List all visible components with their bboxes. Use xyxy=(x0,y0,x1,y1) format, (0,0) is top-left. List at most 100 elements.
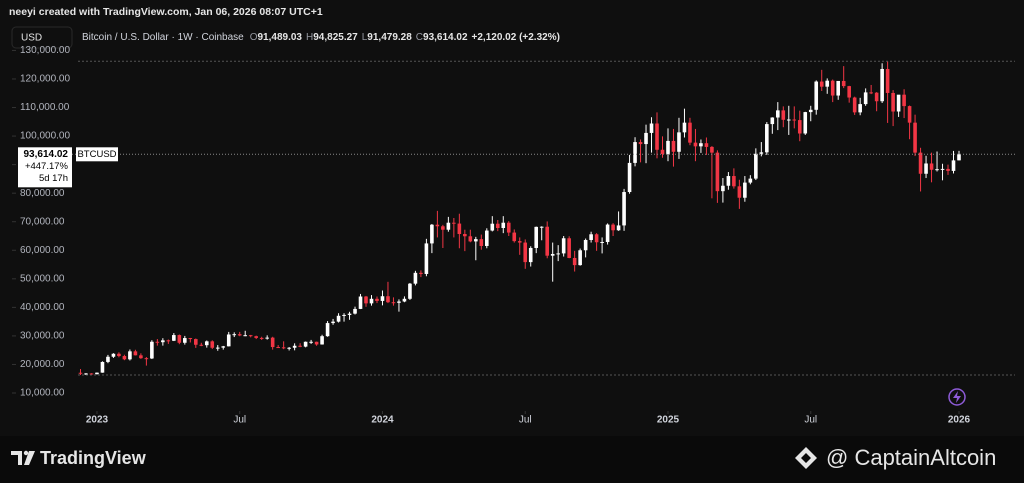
candle-body xyxy=(929,163,934,170)
candle-body xyxy=(765,124,769,153)
candle-body xyxy=(166,340,171,342)
ohlc-key: C xyxy=(416,32,423,43)
candle-body xyxy=(424,243,429,274)
candle-body xyxy=(545,226,549,256)
y-tick-label: 40,000.00 xyxy=(20,302,65,313)
candle-body xyxy=(408,283,412,299)
candle-body xyxy=(748,178,753,183)
candle-body xyxy=(710,146,714,153)
candle-body xyxy=(677,132,681,152)
candle-body xyxy=(770,117,775,125)
ohlc-key: O xyxy=(250,32,258,43)
candle-body xyxy=(298,345,302,347)
candle-body xyxy=(776,110,780,118)
candle-body xyxy=(869,92,873,94)
candle-body xyxy=(210,341,215,348)
candle-body xyxy=(715,152,720,192)
candle-body xyxy=(528,247,533,263)
candle-body xyxy=(139,355,143,359)
candle-body xyxy=(517,241,522,243)
y-tick-label: 50,000.00 xyxy=(20,273,65,284)
candle-body xyxy=(940,168,945,170)
candle-body xyxy=(226,334,231,347)
candle-body xyxy=(111,353,116,357)
candle-body xyxy=(270,337,275,348)
last-price-box xyxy=(18,147,72,188)
bolt-circle[interactable] xyxy=(948,388,966,406)
candle-body xyxy=(347,313,352,315)
bolt-icon[interactable] xyxy=(948,388,966,406)
candle-body xyxy=(550,253,555,256)
candle-body xyxy=(858,104,862,113)
y-tick-label: 60,000.00 xyxy=(20,245,65,256)
last-change: +447.17% xyxy=(25,161,69,172)
bolt[interactable] xyxy=(953,391,961,403)
candle-body xyxy=(215,347,220,349)
candle-body xyxy=(463,233,467,237)
candle-body xyxy=(342,314,346,316)
candle-body xyxy=(726,176,731,186)
candle-body xyxy=(490,223,495,231)
candle-body xyxy=(885,68,890,93)
candle-body xyxy=(512,232,517,242)
candle-body xyxy=(622,192,626,226)
candle-body xyxy=(89,373,94,375)
candle-body xyxy=(281,347,286,349)
candle-body xyxy=(863,92,868,105)
candle-body xyxy=(78,372,83,374)
y-tick-label: 100,000.00 xyxy=(20,131,70,142)
candle-body xyxy=(232,334,237,336)
x-tick-label: 2025 xyxy=(657,415,680,426)
y-tick-label: 10,000.00 xyxy=(20,388,65,399)
candle-body xyxy=(336,315,341,322)
candle-body xyxy=(852,97,857,113)
y-tick-label: 20,000.00 xyxy=(20,359,65,370)
countdown: 5d 17h xyxy=(39,173,68,184)
candle-body xyxy=(452,222,456,224)
candle-body xyxy=(830,80,835,96)
x-tick-label: Jul xyxy=(804,415,817,426)
candle-body xyxy=(754,153,758,179)
ticker: BTCUSD xyxy=(77,149,116,160)
candle-body xyxy=(495,223,500,228)
candle-body xyxy=(913,122,917,153)
candle-body xyxy=(797,120,802,134)
candle-body xyxy=(759,152,764,154)
candle-body xyxy=(534,226,539,248)
candle-body xyxy=(369,298,374,304)
candle-body xyxy=(627,162,632,193)
candle-body xyxy=(430,224,434,244)
candle-body xyxy=(583,239,588,251)
candle-body xyxy=(353,308,357,314)
logo-part xyxy=(24,451,35,465)
candle-body xyxy=(106,356,110,362)
candle-body xyxy=(155,341,160,343)
candle-body xyxy=(814,81,819,110)
candle-body xyxy=(704,143,709,147)
candle-body xyxy=(292,345,297,348)
candle-body xyxy=(594,234,599,243)
candle-body xyxy=(589,234,593,240)
candle-body xyxy=(259,337,264,339)
candle-body xyxy=(951,160,956,171)
candle-body xyxy=(133,351,138,356)
plot xyxy=(78,61,961,376)
candle-body xyxy=(743,182,747,198)
candle-body xyxy=(605,224,610,242)
y-tick-label: 120,000.00 xyxy=(20,74,70,85)
candle-body xyxy=(616,225,621,231)
candle-body xyxy=(644,132,648,145)
candle-body xyxy=(655,123,659,150)
candle-body xyxy=(457,223,462,234)
candle-body xyxy=(924,163,928,174)
candle-body xyxy=(693,142,698,147)
candle-body xyxy=(907,106,912,123)
y-tick-label: 130,000.00 xyxy=(20,45,70,56)
candle-body xyxy=(825,80,830,87)
ohlc-key: H xyxy=(306,32,313,43)
candle-body xyxy=(567,238,571,258)
candle-body xyxy=(320,336,324,345)
currency-box[interactable] xyxy=(11,26,73,49)
x-tick-label: Jul xyxy=(233,415,246,426)
